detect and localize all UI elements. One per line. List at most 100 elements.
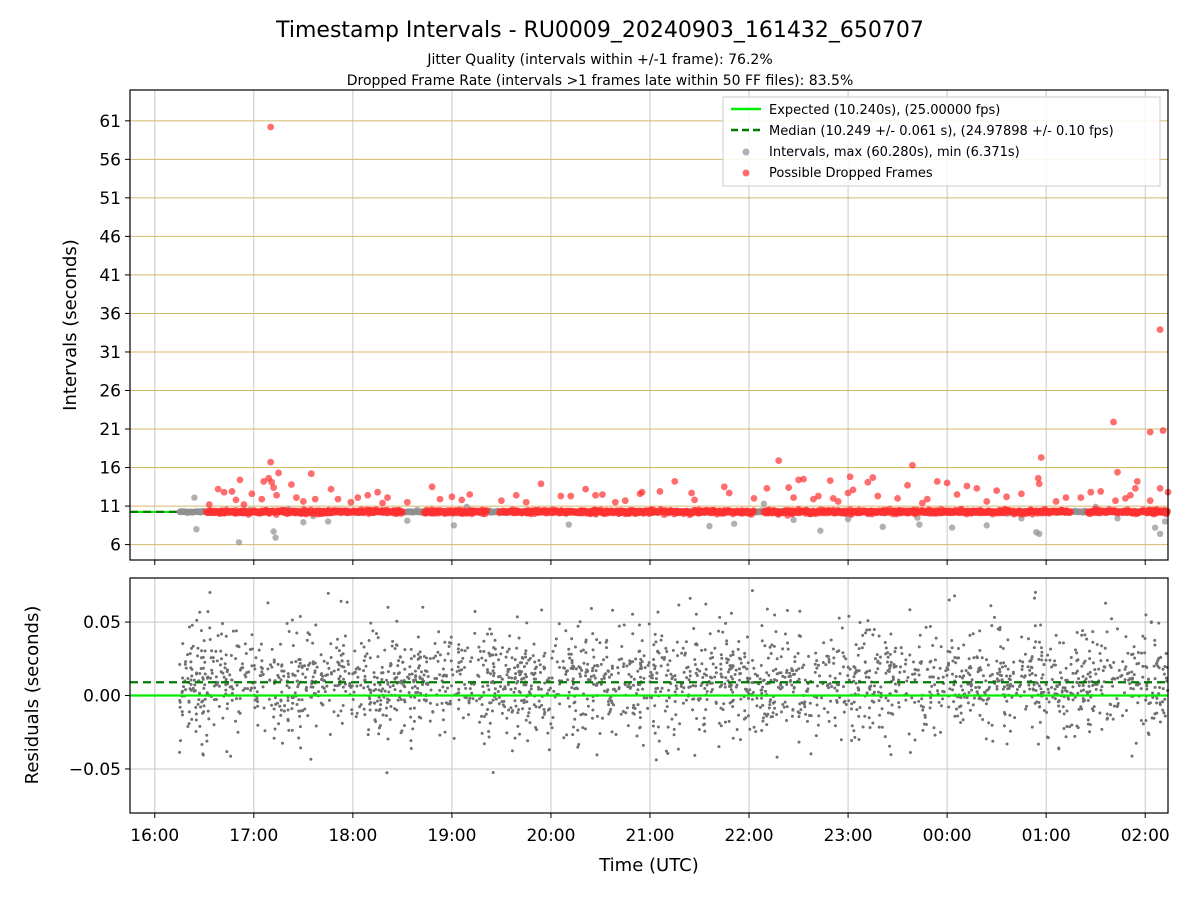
residual-point — [203, 704, 206, 707]
residual-point — [894, 689, 897, 692]
residual-point — [838, 617, 841, 620]
interval-point — [404, 518, 410, 524]
residual-point — [501, 712, 504, 715]
residual-point — [953, 715, 956, 718]
residual-point — [972, 703, 975, 706]
residual-point — [526, 739, 529, 742]
residual-point — [738, 679, 741, 682]
residual-point — [253, 667, 256, 670]
residual-point — [596, 715, 599, 718]
residual-point — [825, 655, 828, 658]
dropped-frame-point — [864, 479, 871, 486]
residual-point — [990, 624, 993, 627]
residual-point — [447, 652, 450, 655]
residual-point — [930, 685, 933, 688]
residual-point — [482, 650, 485, 653]
residual-point — [841, 651, 844, 654]
residual-point — [786, 705, 789, 708]
residual-point — [946, 650, 949, 653]
dropped-frame-point — [483, 507, 490, 514]
residual-point — [1082, 684, 1085, 687]
residual-point — [314, 623, 317, 626]
interval-point — [984, 522, 990, 528]
residual-point — [836, 689, 839, 692]
residual-point — [210, 649, 213, 652]
residual-point — [234, 657, 237, 660]
residual-point — [312, 675, 315, 678]
dropped-frame-point — [1018, 490, 1025, 497]
residual-point — [400, 698, 403, 701]
residual-point — [355, 715, 358, 718]
residual-point — [845, 703, 848, 706]
residual-point — [350, 708, 353, 711]
residual-point — [299, 615, 302, 618]
residual-point — [195, 719, 198, 722]
residual-point — [769, 700, 772, 703]
residual-point — [570, 637, 573, 640]
residual-point — [457, 707, 460, 710]
residual-point — [277, 663, 280, 666]
residual-point — [590, 607, 593, 610]
residual-point — [363, 645, 366, 648]
residual-point — [947, 662, 950, 665]
residual-point — [683, 654, 686, 657]
residual-point — [574, 709, 577, 712]
residual-point — [984, 679, 987, 682]
residual-point — [457, 643, 460, 646]
residual-point — [664, 647, 667, 650]
dropped-frame-point — [206, 501, 213, 508]
residual-point — [287, 672, 290, 675]
dropped-frame-point — [237, 476, 244, 483]
residual-point — [798, 711, 801, 714]
residual-point — [1021, 665, 1024, 668]
residual-point — [851, 724, 854, 727]
residual-point — [933, 683, 936, 686]
residual-point — [395, 644, 398, 647]
residual-point — [919, 634, 922, 637]
residual-point — [486, 633, 489, 636]
dropped-frame-point — [691, 497, 698, 504]
residual-point — [401, 661, 404, 664]
dropped-frame-point — [379, 500, 386, 507]
residual-point — [760, 697, 763, 700]
residual-point — [881, 707, 884, 710]
residual-point — [854, 666, 857, 669]
residual-point — [873, 684, 876, 687]
residual-point — [853, 736, 856, 739]
dropped-frame-point — [335, 496, 342, 503]
residual-point — [373, 683, 376, 686]
residual-point — [528, 721, 531, 724]
residual-point — [1057, 700, 1060, 703]
residual-point — [632, 684, 635, 687]
residual-point — [509, 688, 512, 691]
residual-point — [1076, 692, 1079, 695]
residual-point — [1058, 641, 1061, 644]
residual-point — [687, 666, 690, 669]
residual-point — [1024, 708, 1027, 711]
residual-point — [865, 676, 868, 679]
residual-point — [573, 701, 576, 704]
residual-point — [760, 624, 763, 627]
residual-point — [197, 703, 200, 706]
dropped-frame-point — [847, 473, 854, 480]
residual-point — [761, 704, 764, 707]
residual-point — [605, 656, 608, 659]
residual-point — [646, 707, 649, 710]
residual-point — [273, 737, 276, 740]
residual-point — [1080, 665, 1083, 668]
residual-point — [543, 708, 546, 711]
residual-point — [849, 668, 852, 671]
residual-point — [1002, 647, 1005, 650]
residual-point — [1154, 686, 1157, 689]
dropped-frame-point — [288, 481, 295, 488]
residual-point — [738, 657, 741, 660]
residual-point — [791, 709, 794, 712]
residual-point — [847, 699, 850, 702]
residual-point — [1115, 697, 1118, 700]
residual-point — [413, 720, 416, 723]
residual-point — [584, 713, 587, 716]
residual-point — [525, 662, 528, 665]
residual-point — [1001, 665, 1004, 668]
residual-point — [908, 608, 911, 611]
residual-point — [299, 746, 302, 749]
